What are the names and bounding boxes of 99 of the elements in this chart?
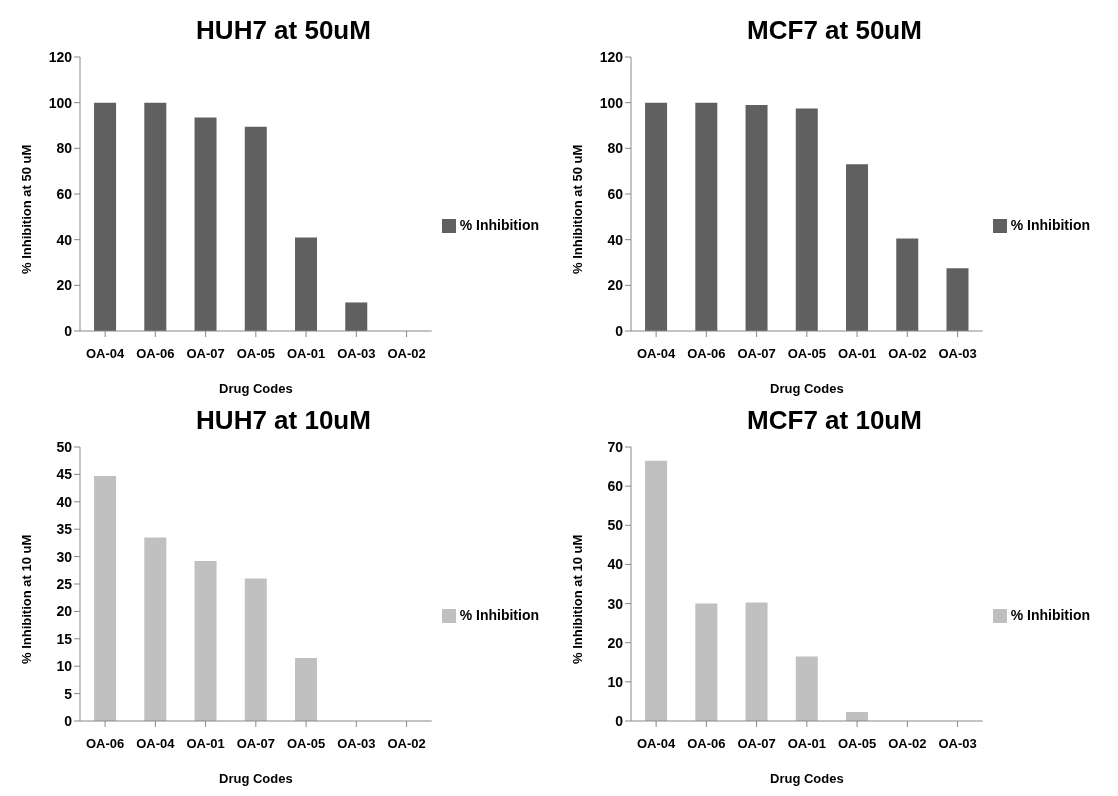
x-tick-label: OA-06	[687, 736, 726, 752]
y-tick-label: 45	[56, 466, 73, 483]
bar	[745, 602, 768, 721]
y-tick-label: 20	[607, 277, 624, 294]
x-tick-label: OA-06	[687, 346, 726, 362]
x-tick-label: OA-03	[938, 736, 977, 752]
x-axis-title: Drug Codes	[219, 771, 293, 786]
bar	[745, 104, 768, 331]
y-tick-label: 80	[607, 140, 624, 157]
x-tick-label: OA-04	[85, 346, 126, 362]
bar	[194, 117, 217, 331]
bar	[244, 126, 267, 331]
y-tick-label: 10	[607, 673, 624, 690]
x-tick-label: OA-02	[387, 736, 426, 752]
y-tick-label: 70	[607, 438, 624, 455]
chart-title: MCF7 at 10uM	[747, 405, 922, 435]
x-tick-label: OA-04	[636, 736, 677, 752]
y-tick-label: 50	[607, 517, 624, 534]
x-tick-label: OA-04	[636, 346, 677, 362]
legend-label: % Inhibition	[459, 606, 539, 623]
bar	[94, 102, 117, 331]
chart-title: HUH7 at 10uM	[196, 405, 371, 435]
x-tick-label: OA-05	[837, 736, 877, 752]
bar	[345, 302, 368, 331]
y-axis-title: % Inhibition at 10 uM	[18, 534, 34, 664]
bar	[295, 657, 318, 721]
x-tick-label: OA-04	[136, 736, 176, 752]
x-tick-label: OA-01	[186, 736, 225, 752]
y-axis-title: % Inhibition at 50 uM	[18, 144, 34, 274]
y-tick-label: 20	[607, 634, 624, 651]
chart-title: MCF7 at 50uM	[747, 15, 922, 45]
y-tick-label: 60	[607, 478, 624, 495]
y-axis-title: % Inhibition at 50 uM	[569, 144, 585, 274]
bar	[896, 238, 919, 331]
y-axis-title: % Inhibition at 10 uM	[569, 534, 585, 664]
bar	[295, 237, 318, 331]
x-tick-label: OA-07	[737, 346, 776, 362]
bar	[795, 108, 818, 331]
x-tick-label: OA-07	[236, 736, 275, 752]
x-tick-label: OA-03	[938, 346, 977, 362]
bar	[946, 268, 969, 331]
x-tick-label: OA-05	[236, 346, 275, 362]
bar	[695, 102, 718, 331]
x-tick-label: OA-02	[387, 346, 426, 362]
y-tick-label: 40	[56, 231, 73, 248]
x-tick-label: OA-01	[837, 346, 877, 362]
bar	[795, 656, 818, 721]
bar	[846, 164, 869, 331]
y-tick-label: 40	[56, 493, 73, 510]
x-tick-label: OA-01	[787, 736, 826, 752]
x-tick-label: OA-01	[286, 346, 326, 362]
bar	[144, 537, 167, 721]
x-tick-label: OA-05	[286, 736, 326, 752]
bar	[94, 476, 117, 721]
chart-title: HUH7 at 50uM	[196, 15, 371, 45]
y-tick-label: 10	[56, 658, 73, 675]
x-tick-label: OA-03	[337, 736, 376, 752]
y-tick-label: 30	[607, 595, 624, 612]
legend-label: % Inhibition	[1010, 606, 1090, 623]
x-tick-label: OA-06	[136, 346, 175, 362]
x-tick-label: OA-03	[337, 346, 376, 362]
x-tick-label: OA-02	[888, 736, 927, 752]
y-tick-label: 5	[64, 685, 73, 702]
y-tick-label: 35	[56, 521, 73, 538]
y-tick-label: 0	[615, 712, 624, 729]
y-tick-label: 30	[56, 548, 73, 565]
x-axis-title: Drug Codes	[770, 381, 844, 396]
y-tick-label: 40	[607, 556, 624, 573]
y-tick-label: 100	[599, 94, 624, 111]
y-tick-label: 25	[56, 575, 73, 592]
y-tick-label: 50	[56, 438, 73, 455]
y-tick-label: 0	[615, 322, 624, 339]
y-tick-label: 80	[56, 140, 73, 157]
y-tick-label: 15	[56, 630, 73, 647]
y-tick-label: 20	[56, 277, 73, 294]
y-tick-label: 20	[56, 603, 73, 620]
x-tick-label: OA-02	[888, 346, 927, 362]
y-tick-label: 120	[599, 48, 624, 65]
x-tick-label: OA-07	[737, 736, 776, 752]
y-tick-label: 0	[64, 712, 73, 729]
legend-label: % Inhibition	[1010, 216, 1090, 233]
y-tick-label: 0	[64, 322, 73, 339]
y-tick-label: 100	[48, 94, 73, 111]
y-tick-label: 60	[56, 185, 73, 202]
x-tick-label: OA-06	[85, 736, 125, 752]
y-tick-label: 60	[607, 185, 624, 202]
bar	[194, 560, 217, 721]
x-axis-title: Drug Codes	[770, 771, 844, 786]
x-tick-label: OA-07	[186, 346, 225, 362]
legend-label: % Inhibition	[459, 216, 539, 233]
bar	[645, 460, 668, 721]
x-axis-title: Drug Codes	[219, 381, 293, 396]
bar	[144, 102, 167, 331]
bar	[244, 578, 267, 721]
bar	[645, 102, 668, 331]
bar	[695, 603, 718, 721]
x-tick-label: OA-05	[787, 346, 826, 362]
y-tick-label: 40	[607, 231, 624, 248]
y-tick-label: 120	[48, 48, 73, 65]
